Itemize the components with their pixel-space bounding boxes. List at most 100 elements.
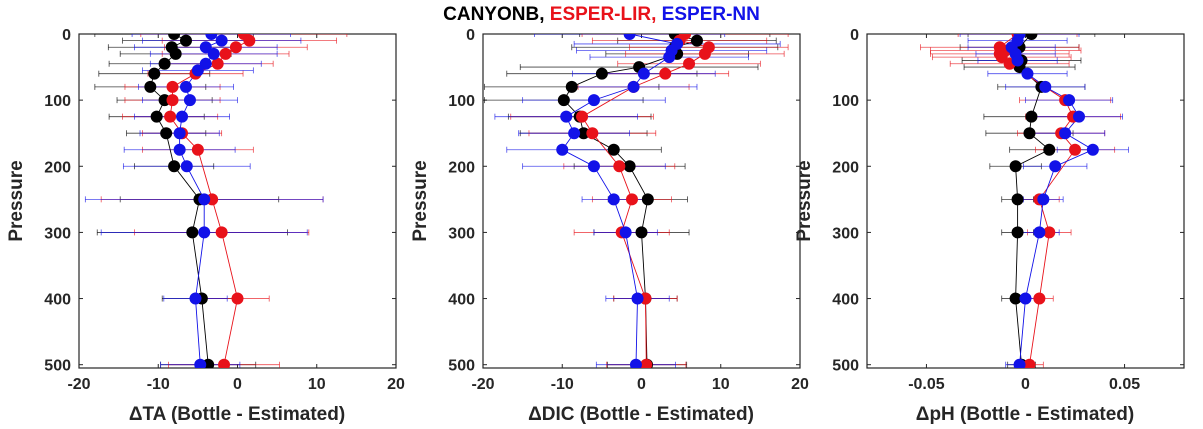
data-point-esper-nn bbox=[619, 226, 632, 239]
data-point-esper-nn bbox=[623, 34, 636, 40]
y-tick-label: 500 bbox=[44, 358, 71, 375]
data-point-canyonb bbox=[641, 193, 654, 206]
data-point-esper-nn bbox=[568, 127, 581, 140]
plot-frame bbox=[482, 33, 801, 369]
x-axis-label: ΔTA (Bottle - Estimated) bbox=[129, 404, 345, 425]
data-point-esper-nn bbox=[631, 292, 644, 305]
data-point-esper-nn bbox=[1086, 143, 1099, 156]
data-point-esper-lir bbox=[231, 292, 244, 305]
series-esper-nn-markers bbox=[556, 34, 684, 368]
plot-frame bbox=[78, 33, 397, 369]
data-point-esper-nn bbox=[173, 143, 186, 156]
y-axis-label: Pressure bbox=[410, 160, 431, 241]
data-point-canyonb bbox=[635, 226, 648, 239]
data-point-canyonb bbox=[169, 47, 182, 60]
plot-area bbox=[84, 34, 348, 368]
y-tick-label: 400 bbox=[44, 292, 71, 309]
data-point-esper-nn bbox=[627, 80, 640, 93]
series-esper-nn-markers bbox=[1005, 34, 1099, 368]
data-point-esper-lir bbox=[576, 110, 589, 123]
y-tick-label: 500 bbox=[448, 358, 475, 375]
y-tick-label: 100 bbox=[832, 93, 859, 110]
plot-area bbox=[484, 34, 789, 368]
y-tick-label: 200 bbox=[448, 159, 475, 176]
x-tick-label: 0 bbox=[637, 376, 646, 393]
data-point-esper-lir bbox=[1069, 143, 1082, 156]
data-point-esper-lir bbox=[218, 358, 231, 368]
data-point-esper-nn bbox=[194, 358, 207, 368]
data-point-canyonb bbox=[623, 160, 636, 173]
data-point-esper-nn bbox=[637, 67, 650, 80]
y-tick-label: 0 bbox=[466, 27, 475, 44]
data-point-esper-nn bbox=[607, 193, 620, 206]
title-esper-lir: ESPER-LIR, bbox=[549, 4, 662, 25]
data-point-esper-nn bbox=[663, 51, 676, 64]
data-point-esper-nn bbox=[173, 127, 186, 140]
data-point-esper-nn bbox=[176, 110, 189, 123]
data-point-esper-nn bbox=[1013, 358, 1026, 368]
y-tick-label: 300 bbox=[448, 225, 475, 242]
data-point-esper-lir bbox=[215, 226, 228, 239]
data-point-canyonb bbox=[607, 143, 620, 156]
y-tick-label: 400 bbox=[448, 292, 475, 309]
data-point-esper-lir bbox=[586, 127, 599, 140]
series-esper-nn-markers bbox=[173, 34, 228, 368]
y-tick-label: 0 bbox=[62, 27, 71, 44]
data-point-esper-nn bbox=[1021, 67, 1034, 80]
data-point-esper-lir bbox=[243, 34, 256, 47]
figure-title: CANYONB, ESPER-LIR, ESPER-NN bbox=[0, 4, 1203, 26]
data-point-canyonb bbox=[690, 34, 703, 47]
panel-3: -0.05 0 0.05 0 100 200 300 400 500 ΔpH (Bottle - … bbox=[794, 27, 1185, 425]
data-point-esper-lir bbox=[229, 41, 242, 54]
data-point-canyonb bbox=[168, 160, 181, 173]
x-tick-label: 0 bbox=[1021, 376, 1030, 393]
data-point-esper-nn bbox=[1033, 226, 1046, 239]
data-point-canyonb bbox=[1011, 226, 1024, 239]
data-point-esper-lir bbox=[659, 67, 672, 80]
data-point-canyonb bbox=[168, 34, 181, 40]
y-tick-label: 300 bbox=[832, 225, 859, 242]
data-point-canyonb bbox=[1009, 160, 1022, 173]
y-tick-label: 200 bbox=[832, 159, 859, 176]
y-axis-label: Pressure bbox=[794, 160, 815, 241]
data-point-esper-nn bbox=[560, 110, 573, 123]
data-point-esper-nn bbox=[198, 193, 211, 206]
data-point-esper-nn bbox=[1063, 94, 1076, 107]
x-tick-label: 0 bbox=[233, 376, 242, 393]
data-point-esper-nn bbox=[1059, 127, 1072, 140]
y-tick-label: 400 bbox=[832, 292, 859, 309]
x-tick-label: 10 bbox=[308, 376, 326, 393]
data-point-canyonb bbox=[565, 80, 578, 93]
data-point-esper-nn bbox=[191, 64, 204, 77]
title-canyonb: CANYONB, bbox=[443, 4, 550, 25]
data-point-esper-nn bbox=[189, 292, 202, 305]
data-point-esper-nn bbox=[180, 160, 193, 173]
x-tick-label: 20 bbox=[387, 376, 405, 393]
data-point-esper-nn bbox=[1011, 54, 1024, 67]
data-point-esper-lir bbox=[613, 160, 626, 173]
data-point-canyonb bbox=[595, 67, 608, 80]
data-point-canyonb bbox=[148, 67, 161, 80]
data-point-esper-nn bbox=[183, 94, 196, 107]
data-point-esper-lir bbox=[995, 51, 1008, 64]
x-tick-label: 0.05 bbox=[1109, 376, 1140, 393]
data-point-canyonb bbox=[179, 34, 192, 47]
series-canyonb-markers bbox=[144, 34, 215, 368]
y-tick-label: 0 bbox=[850, 27, 859, 44]
y-tick-label: 200 bbox=[44, 159, 71, 176]
data-point-esper-nn bbox=[1072, 110, 1085, 123]
data-point-esper-nn bbox=[199, 41, 212, 54]
data-point-canyonb bbox=[1011, 193, 1024, 206]
data-point-esper-nn bbox=[215, 34, 228, 47]
data-point-esper-lir bbox=[166, 94, 179, 107]
data-point-canyonb bbox=[144, 80, 157, 93]
x-tick-label: 20 bbox=[791, 376, 809, 393]
data-point-esper-nn bbox=[1039, 80, 1052, 93]
data-point-esper-nn bbox=[179, 80, 192, 93]
y-tick-label: 100 bbox=[44, 93, 71, 110]
data-point-esper-lir bbox=[166, 80, 179, 93]
data-point-esper-nn bbox=[1037, 193, 1050, 206]
plot-area bbox=[920, 34, 1129, 368]
x-tick-label: -10 bbox=[147, 376, 170, 393]
